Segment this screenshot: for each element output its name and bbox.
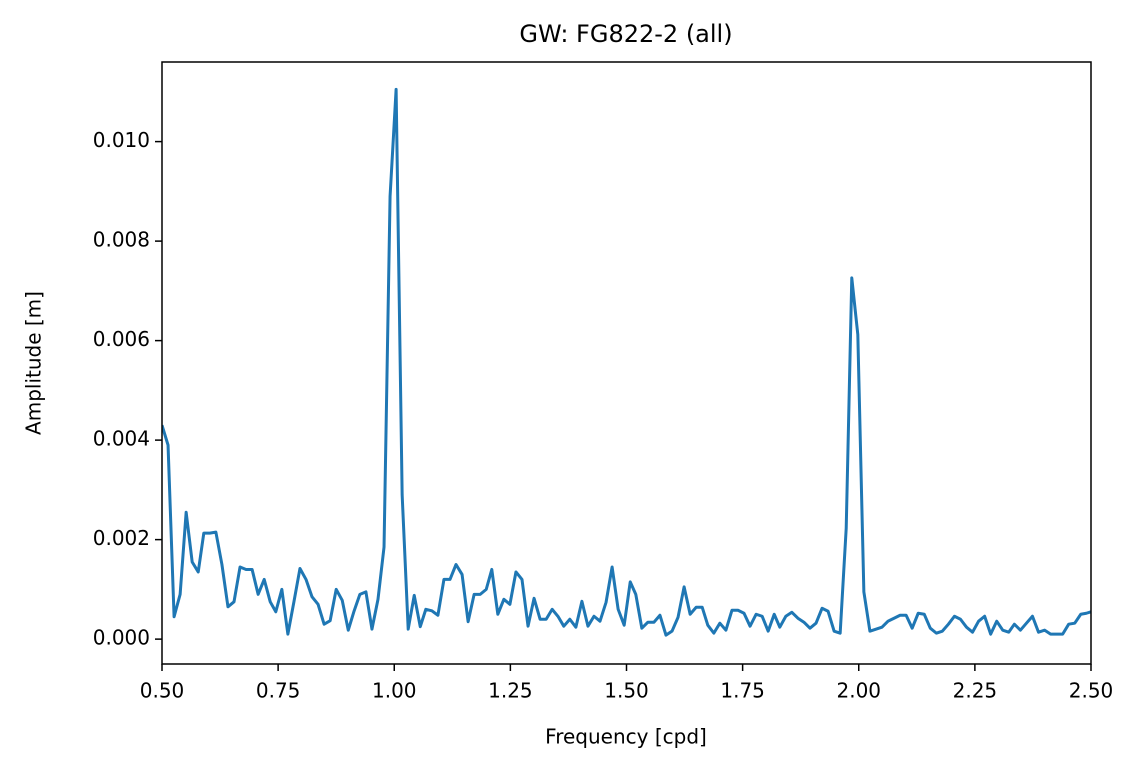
x-tick-label: 0.50	[140, 679, 185, 703]
chart-title: GW: FG822-2 (all)	[519, 20, 732, 48]
data-line	[162, 87, 1091, 637]
y-tick-label: 0.010	[93, 128, 150, 152]
x-tick-label: 1.00	[372, 679, 417, 703]
y-tick-label: 0.002	[93, 526, 150, 550]
y-tick-label: 0.000	[93, 626, 150, 650]
y-tick-label: 0.006	[93, 327, 150, 351]
plot-frame	[161, 61, 1092, 665]
x-tick-label: 2.50	[1069, 679, 1114, 703]
x-axis-label: Frequency [cpd]	[545, 725, 707, 749]
y-axis-label: Amplitude [m]	[22, 291, 46, 435]
y-tick-label: 0.004	[93, 427, 150, 451]
x-tick-label: 1.50	[604, 679, 649, 703]
x-tick-label: 1.25	[488, 679, 533, 703]
x-tick-label: 2.25	[953, 679, 998, 703]
x-tick-label: 0.75	[256, 679, 301, 703]
x-tick-label: 1.75	[720, 679, 765, 703]
y-tick-label: 0.008	[93, 228, 150, 252]
x-tick-label: 2.00	[836, 679, 881, 703]
